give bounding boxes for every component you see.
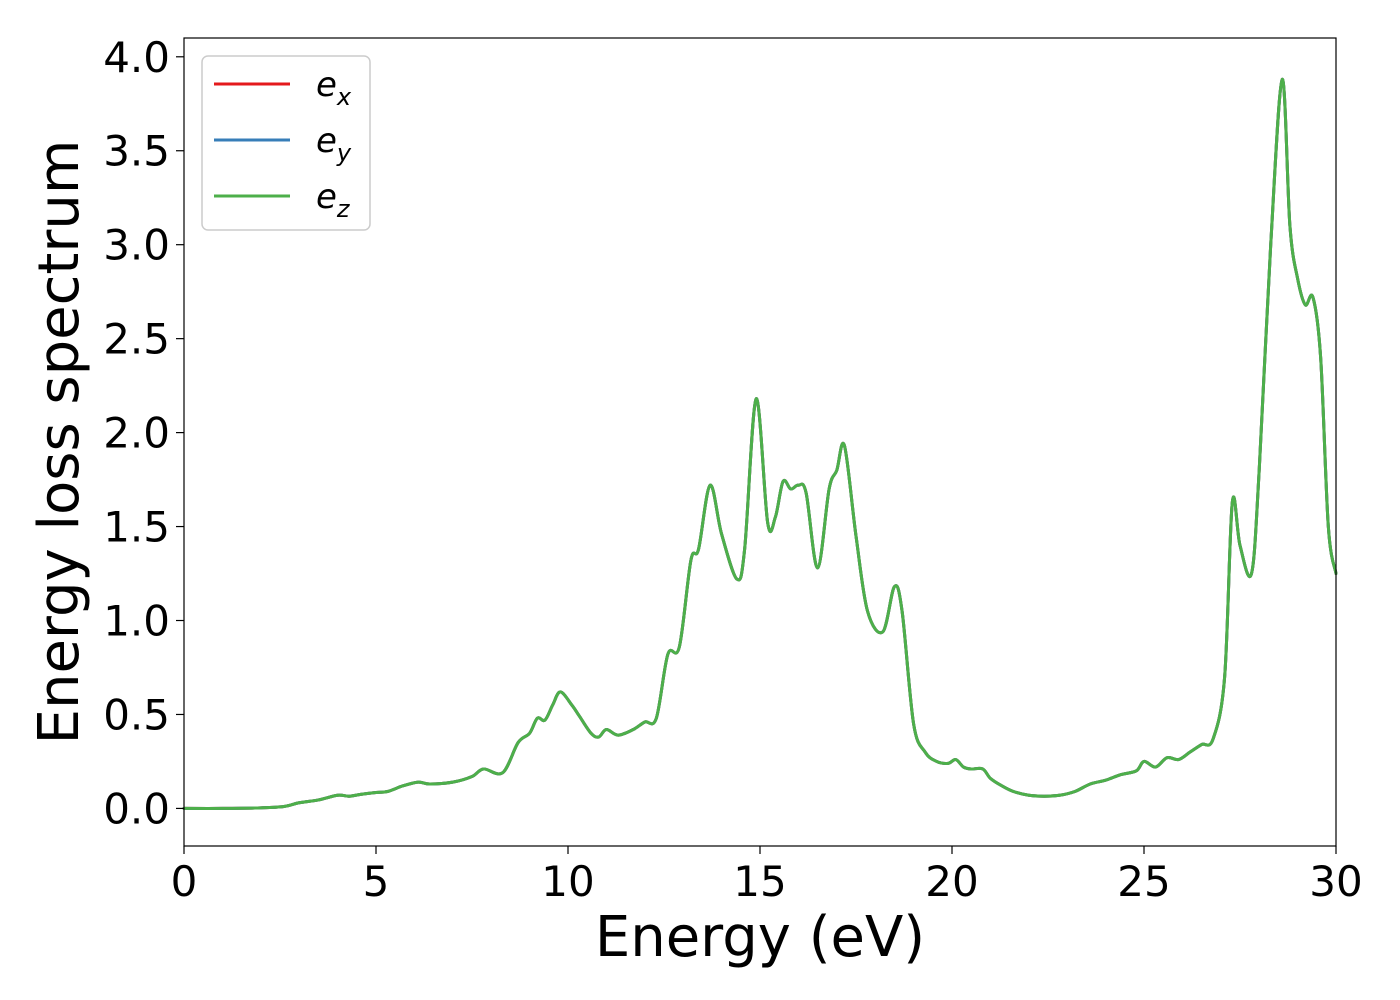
y-tick-label: 1.5 (103, 503, 170, 552)
y-axis-title: Energy loss spectrum (27, 140, 92, 745)
y-tick-label: 3.5 (103, 127, 170, 176)
series-layer (182, 77, 1338, 810)
x-axis: 0 5 10 15 20 25 30 (171, 846, 1363, 906)
y-tick-label: 1.0 (103, 597, 170, 646)
legend-label: ez (316, 177, 351, 223)
legend-label: ey (316, 121, 352, 167)
x-tick-label: 20 (925, 857, 978, 906)
y-tick-label: 2.5 (103, 315, 170, 364)
legend-label-subscript: x (336, 83, 352, 111)
legend-label-base: e (316, 65, 337, 105)
x-tick-label: 5 (363, 857, 390, 906)
series-line-e-z (182, 77, 1338, 810)
x-tick-label: 30 (1309, 857, 1362, 906)
x-tick-label: 15 (733, 857, 786, 906)
y-tick-label: 0.0 (103, 784, 170, 833)
y-tick-label: 4.0 (103, 33, 170, 82)
legend-label-base: e (316, 177, 337, 217)
x-tick-label: 0 (171, 857, 198, 906)
legend-label: ex (316, 65, 352, 111)
x-axis-title: Energy (eV) (595, 905, 925, 970)
y-tick-label: 0.5 (103, 690, 170, 739)
legend-box (201, 55, 371, 231)
y-tick-label: 2.0 (103, 409, 170, 458)
y-axis: 0.0 0.5 1.0 1.5 2.0 2.5 3.0 3.5 4.0 (103, 33, 184, 833)
x-tick-label: 25 (1117, 857, 1170, 906)
legend-label-base: e (316, 121, 337, 161)
x-tick-label: 10 (541, 857, 594, 906)
legend-label-subscript: y (336, 139, 352, 167)
legend-label-subscript: z (336, 195, 351, 223)
y-tick-label: 3.0 (103, 221, 170, 270)
